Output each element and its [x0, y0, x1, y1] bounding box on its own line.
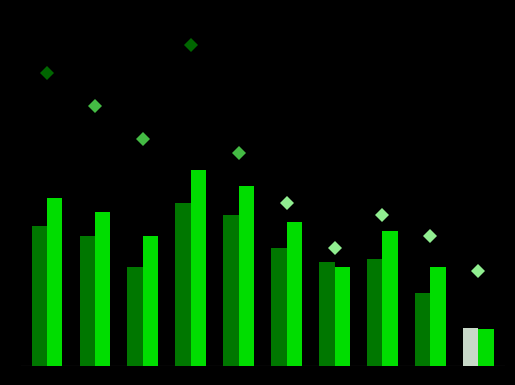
Bar	[383, 231, 398, 366]
Bar	[271, 248, 287, 366]
Bar	[415, 293, 431, 366]
Bar	[191, 170, 206, 366]
Bar	[79, 236, 95, 366]
Bar	[47, 198, 62, 366]
Bar	[287, 222, 302, 366]
Bar	[367, 259, 383, 366]
Bar	[128, 266, 143, 366]
Bar	[176, 203, 191, 366]
Bar	[238, 186, 254, 366]
Bar	[431, 266, 446, 366]
Bar	[224, 214, 238, 366]
Bar	[143, 236, 158, 366]
Bar	[335, 266, 350, 366]
Bar	[478, 329, 494, 366]
Bar	[31, 226, 47, 366]
Bar	[463, 328, 478, 366]
Bar	[95, 212, 110, 366]
Bar	[319, 262, 335, 366]
